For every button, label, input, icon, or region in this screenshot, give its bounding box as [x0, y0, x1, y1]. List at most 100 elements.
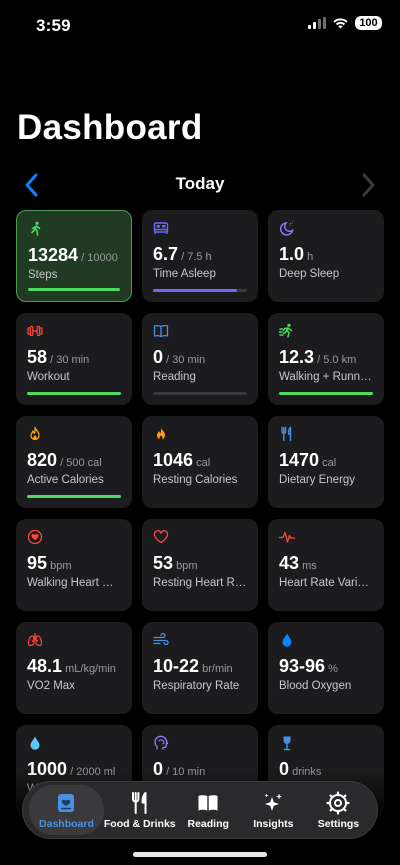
metric-number: 6.7 [153, 244, 179, 264]
metric-label: Walking Heart Rate Average [27, 577, 121, 589]
status-time: 3:59 [36, 16, 71, 35]
metric-number: 0 [153, 759, 164, 779]
running-icon [278, 323, 295, 339]
metric-label: Time Asleep [153, 268, 216, 280]
dumbbell-icon [27, 323, 43, 339]
wineglass-icon [279, 735, 295, 751]
walking-icon [28, 221, 44, 237]
metric-number: 13284 [28, 245, 79, 265]
metric-card-active-calories[interactable]: 820 / 500 cal Active Calories [16, 416, 132, 508]
progress-fill [279, 392, 373, 395]
flame-filled-icon [153, 426, 169, 442]
metric-unit: h [304, 251, 314, 263]
metric-label: Dietary Energy [279, 474, 356, 486]
tab-label: Insights [253, 817, 294, 830]
metric-label: Respiratory Rate [153, 680, 240, 692]
metric-label: Reading [153, 371, 196, 383]
metric-number: 1470 [279, 450, 320, 470]
metric-card-respiratory-rate[interactable]: 10-22 br/min Respiratory Rate [142, 622, 258, 714]
metric-unit: bpm [47, 560, 72, 572]
svg-text:z: z [292, 221, 294, 225]
date-label: Today [175, 174, 225, 193]
tab-label: Dashboard [39, 817, 94, 830]
metric-card-vo2-max[interactable]: 48.1 mL/kg/min VO2 Max [16, 622, 132, 714]
battery-indicator: 100 [355, 16, 382, 30]
metric-number: 820 [27, 450, 58, 470]
metric-unit: % [325, 663, 338, 675]
metric-value: 820 / 500 cal [27, 450, 121, 471]
progress-bar [27, 392, 121, 395]
tab-label: Food & Drinks [103, 817, 176, 830]
metric-card-workout[interactable]: 58 / 30 min Workout [16, 313, 132, 405]
metric-value: 1.0 h [279, 244, 373, 265]
sparkles-icon [261, 791, 285, 815]
metric-value: 1470 cal [279, 450, 373, 471]
metric-label: Deep Sleep [279, 268, 340, 280]
metric-label: Blood Oxygen [279, 680, 352, 692]
book-icon [153, 323, 169, 339]
tab-insights[interactable]: Insights [241, 785, 306, 835]
progress-fill [28, 288, 120, 291]
tab-label: Settings [317, 817, 360, 830]
metric-card-steps[interactable]: 13284 / 10000 Steps [16, 210, 132, 302]
svg-text:z: z [289, 222, 292, 227]
metric-card-resting-calories[interactable]: 1046 cal Resting Calories [142, 416, 258, 508]
metric-unit: / 10000 [78, 252, 118, 264]
metrics-grid: 13284 / 10000 Steps 6.7 / 7.5 h Time Asleep… [16, 210, 384, 817]
dashboard-icon [54, 791, 78, 815]
book-icon [196, 791, 220, 815]
metric-number: 48.1 [27, 656, 63, 676]
metric-card-walking-heart-rate-average[interactable]: 95 bpm Walking Heart Rate Average [16, 519, 132, 611]
metric-number: 1.0 [279, 244, 305, 264]
metric-card-blood-oxygen[interactable]: 93-96 % Blood Oxygen [268, 622, 384, 714]
metric-value: 95 bpm [27, 553, 121, 574]
page-title: Dashboard [17, 108, 203, 147]
lungs-icon [27, 632, 43, 648]
metric-card-time-asleep[interactable]: 6.7 / 7.5 h Time Asleep [142, 210, 258, 302]
metric-unit: br/min [199, 663, 233, 675]
metric-card-deep-sleep[interactable]: z z 1.0 h Deep Sleep [268, 210, 384, 302]
waveform-icon [278, 529, 296, 545]
metric-number: 43 [279, 553, 300, 573]
metric-label: Resting Calories [153, 474, 238, 486]
metric-card-reading[interactable]: 0 / 30 min Reading [142, 313, 258, 405]
tab-bar: Dashboard Food & Drinks Reading Insights Set… [22, 781, 378, 839]
metric-card-heart-rate-variability[interactable]: 43 ms Heart Rate Variability [268, 519, 384, 611]
metric-label: Resting Heart Rate [153, 577, 247, 589]
metric-value: 6.7 / 7.5 h [153, 244, 247, 265]
metric-label: VO2 Max [27, 680, 75, 692]
gear-icon [326, 790, 351, 815]
metric-unit: cal [193, 457, 211, 469]
metric-value: 58 / 30 min [27, 347, 121, 368]
water-drop-icon [27, 735, 43, 751]
metric-number: 1046 [153, 450, 194, 470]
metric-unit: / 30 min [47, 354, 90, 366]
status-indicators: 100 [308, 16, 382, 30]
metric-card-dietary-energy[interactable]: 1470 cal Dietary Energy [268, 416, 384, 508]
metric-value: 0 / 30 min [153, 347, 247, 368]
metric-label: Active Calories [27, 474, 104, 486]
metric-value: 1046 cal [153, 450, 247, 471]
metric-value: 12.3 / 5.0 km [279, 347, 373, 368]
metric-unit: / 5.0 km [314, 354, 357, 366]
metric-label: Heart Rate Variability [279, 577, 373, 589]
metric-value: 13284 / 10000 [28, 245, 120, 266]
bed-icon [153, 220, 169, 236]
tab-food-drinks[interactable]: Food & Drinks [104, 785, 176, 835]
progress-bar [27, 495, 121, 498]
progress-bar [153, 289, 247, 292]
tab-settings[interactable]: Settings [306, 785, 371, 835]
chevron-right-icon[interactable] [358, 172, 378, 198]
chevron-left-icon[interactable] [22, 172, 42, 198]
metric-number: 10-22 [153, 656, 200, 676]
metric-label: Steps [28, 269, 58, 281]
tab-reading[interactable]: Reading [176, 785, 241, 835]
metric-card-resting-heart-rate[interactable]: 53 bpm Resting Heart Rate [142, 519, 258, 611]
progress-fill [153, 289, 237, 292]
progress-fill [27, 495, 121, 498]
metric-card-walking-running-distance[interactable]: 12.3 / 5.0 km Walking + Running Distance [268, 313, 384, 405]
drop-icon [279, 632, 295, 648]
progress-bar [28, 288, 120, 291]
tab-dashboard[interactable]: Dashboard [29, 785, 104, 835]
metric-number: 0 [279, 759, 290, 779]
